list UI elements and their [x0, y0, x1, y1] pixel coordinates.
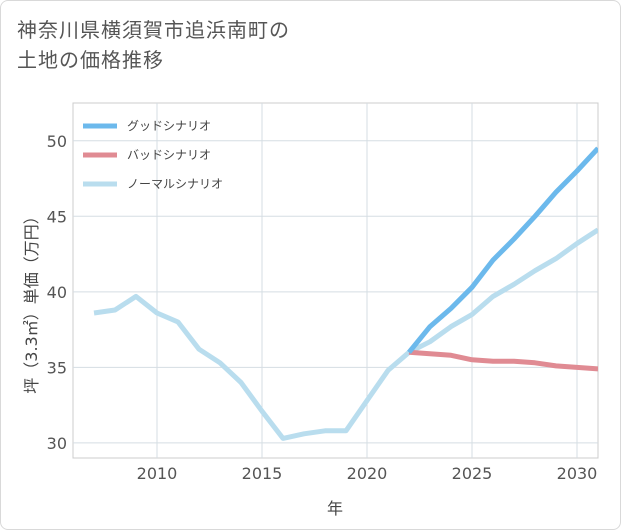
y-axis-label: 坪（3.3㎡）単価（万円） — [22, 208, 41, 393]
legend-label: バッドシナリオ — [127, 148, 211, 162]
y-tick-label: 40 — [47, 283, 67, 302]
y-tick-label: 45 — [47, 207, 67, 226]
title-line-1: 神奈川県横須賀市追浜南町の — [17, 18, 290, 42]
series-line-1 — [408, 349, 598, 372]
x-tick-label: 2010 — [137, 464, 178, 483]
grid-lines — [73, 103, 598, 458]
x-tick-label: 2025 — [452, 464, 493, 483]
y-tick-label: 30 — [47, 434, 67, 453]
y-tick-label: 50 — [47, 132, 67, 151]
x-tick-label: 2015 — [242, 464, 283, 483]
title-line-2: 土地の価格推移 — [17, 48, 164, 72]
y-tick-label: 35 — [47, 358, 67, 377]
plot-area — [72, 102, 599, 459]
chart-title: 神奈川県横須賀市追浜南町の 土地の価格推移 — [17, 15, 290, 75]
legend-label: ノーマルシナリオ — [127, 177, 223, 191]
x-tick-label: 2030 — [557, 464, 598, 483]
x-tick-label: 2020 — [347, 464, 388, 483]
series-line-2 — [93, 227, 598, 441]
series-line-0 — [407, 146, 598, 354]
series-lines — [93, 146, 598, 441]
legend-label: グッドシナリオ — [127, 119, 211, 133]
tick-labels: 2010 2015 2020 2025 2030 30 35 40 45 50 — [47, 132, 598, 483]
x-axis-label: 年 — [327, 499, 343, 518]
